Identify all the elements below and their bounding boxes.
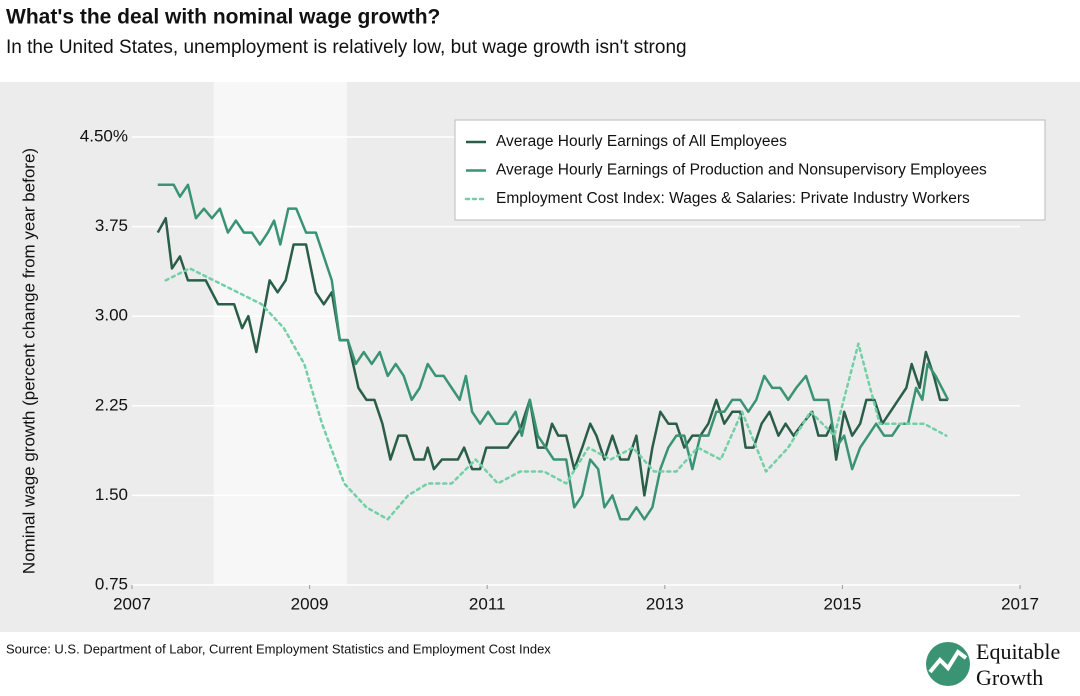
chart-title: What's the deal with nominal wage growth… xyxy=(6,6,440,29)
logo-icon xyxy=(926,642,970,686)
source-note: Source: U.S. Department of Labor, Curren… xyxy=(6,641,551,656)
logo-text: Growth xyxy=(976,665,1043,690)
y-tick-label: 1.50 xyxy=(95,485,128,504)
y-tick-label: 4.50% xyxy=(80,126,128,145)
chart-subtitle: In the United States, unemployment is re… xyxy=(6,37,687,58)
x-tick-label: 2017 xyxy=(1001,594,1039,613)
x-tick-label: 2007 xyxy=(113,594,151,613)
x-tick-label: 2009 xyxy=(291,594,329,613)
x-tick-label: 2013 xyxy=(646,594,684,613)
recession-band xyxy=(213,82,347,585)
series-line xyxy=(164,267,948,521)
legend-label: Average Hourly Earnings of All Employees xyxy=(496,133,787,150)
legend-label: Average Hourly Earnings of Production an… xyxy=(496,162,987,179)
legend-label: Employment Cost Index: Wages & Salaries:… xyxy=(496,190,970,207)
logo-text: Equitable xyxy=(976,639,1060,664)
y-tick-label: 3.75 xyxy=(95,216,128,235)
series-line xyxy=(157,183,950,521)
y-axis-label: Nominal wage growth (percent change from… xyxy=(19,148,38,574)
legend-box xyxy=(454,119,1046,221)
y-tick-label: 3.00 xyxy=(95,306,128,325)
x-tick-label: 2015 xyxy=(823,594,861,613)
y-tick-label: 0.75 xyxy=(95,574,128,593)
x-tick-label: 2011 xyxy=(469,594,506,613)
y-tick-label: 2.25 xyxy=(95,395,128,414)
